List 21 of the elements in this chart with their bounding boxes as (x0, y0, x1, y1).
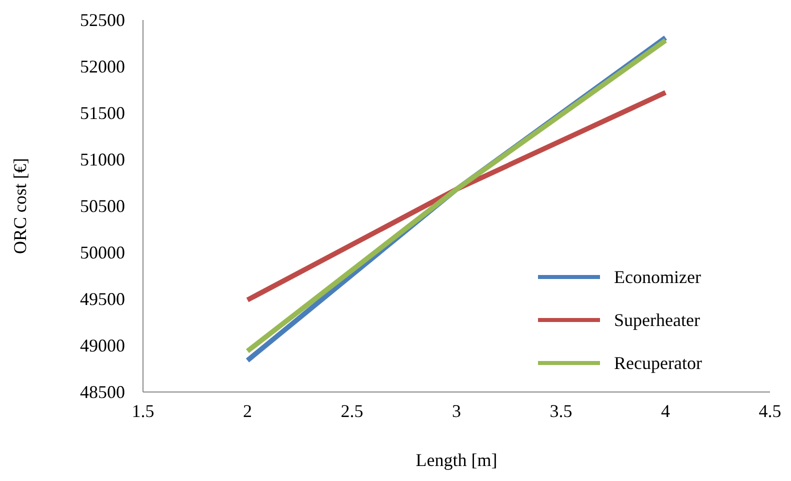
y-tick-label: 49000 (80, 335, 125, 356)
x-tick-label: 2 (243, 400, 252, 421)
y-tick-label: 50000 (80, 242, 125, 262)
legend-label: Recuperator (614, 353, 702, 373)
x-tick-label: 2.5 (340, 400, 364, 421)
x-tick-label: 1.5 (132, 400, 154, 421)
y-tick-label: 51000 (80, 149, 125, 170)
y-tick-label: 48500 (80, 382, 125, 402)
x-tick-label: 4 (661, 400, 670, 421)
legend-label: Superheater (614, 310, 700, 330)
x-tick-label: 3.5 (550, 400, 572, 421)
x-tick-label: 4.5 (758, 400, 782, 421)
x-axis-title: Length [m] (416, 450, 498, 470)
y-tick-label: 52500 (80, 10, 125, 30)
y-tick-label: 51500 (80, 102, 125, 123)
y-tick-label: 50500 (80, 196, 125, 216)
y-tick-label: 52000 (80, 56, 125, 76)
legend-label: Economizer (614, 267, 701, 287)
y-axis-title: ORC cost [€] (10, 158, 30, 254)
y-tick-label: 49500 (80, 288, 125, 309)
x-tick-label: 3 (452, 400, 461, 421)
